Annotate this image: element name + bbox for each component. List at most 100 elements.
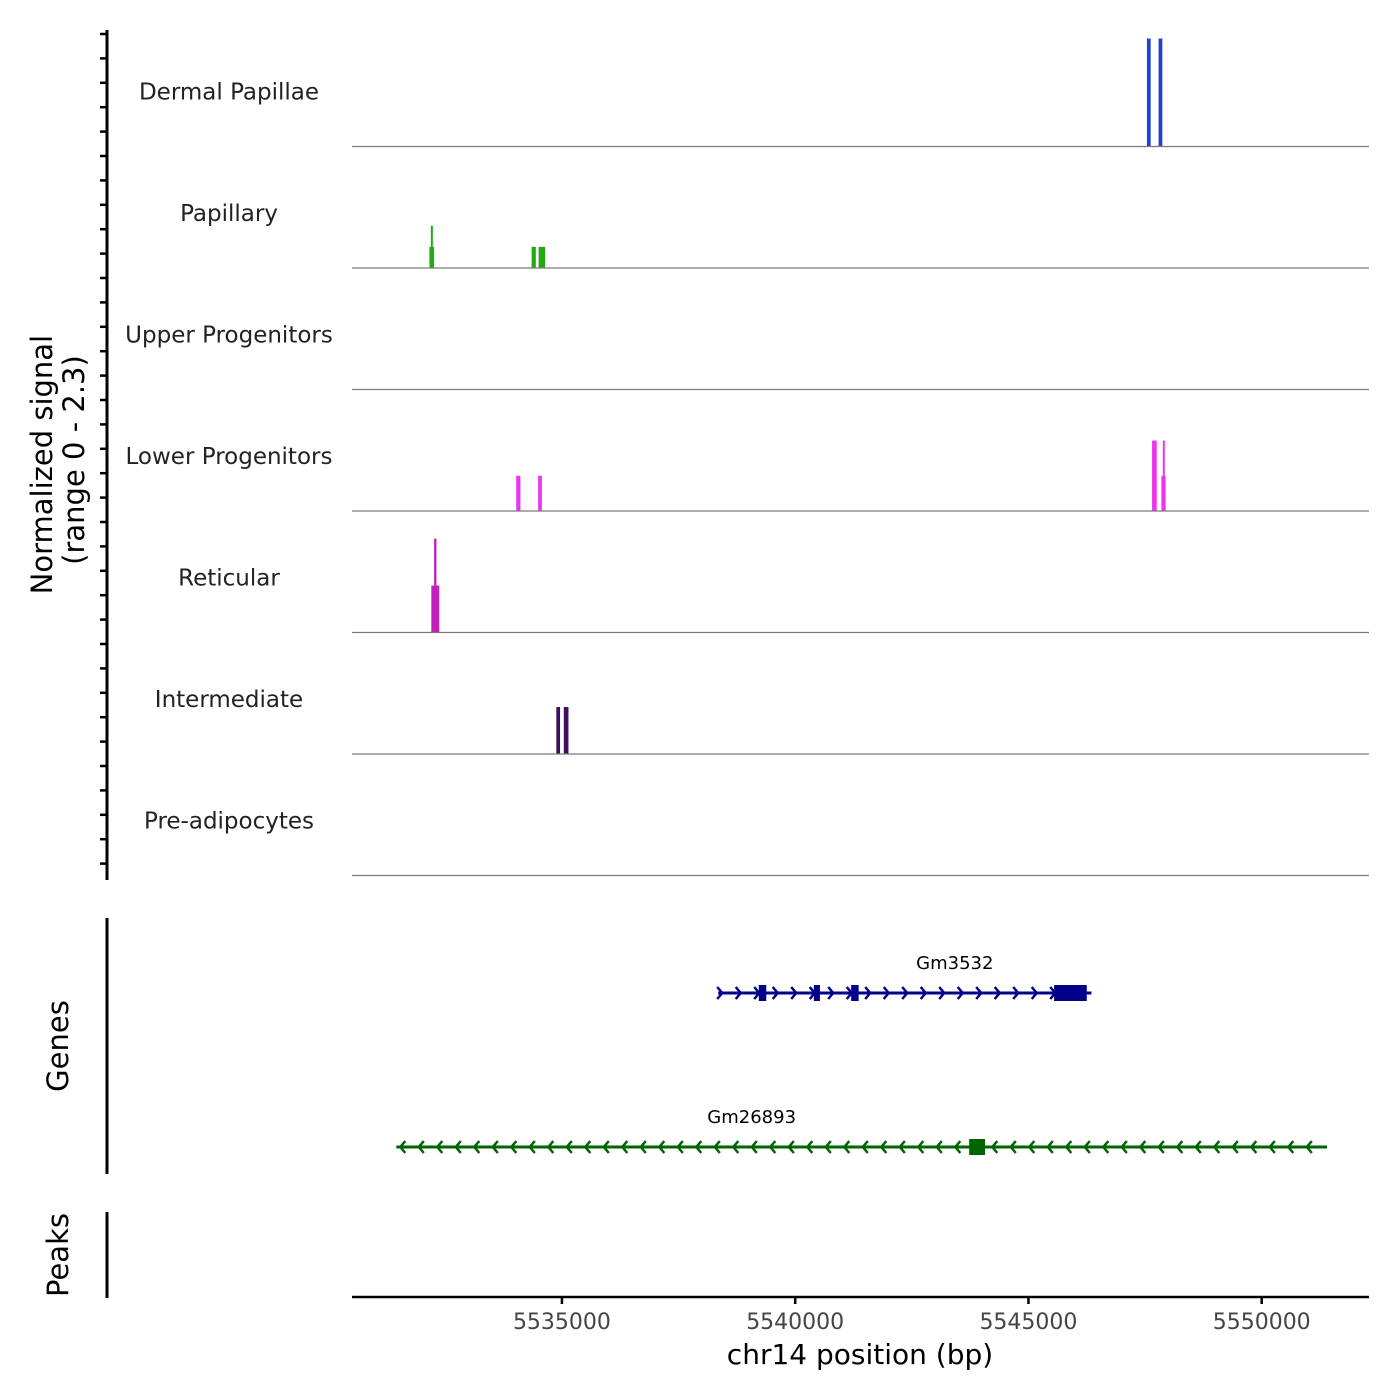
- strand-arrow: [1030, 986, 1039, 1000]
- x-axis-tick-label: 5545000: [979, 1310, 1077, 1335]
- track-label: Pre-adipocytes: [144, 809, 314, 835]
- coverage-peak: [1162, 440, 1165, 511]
- coverage-peak: [434, 538, 437, 633]
- strand-arrow: [676, 1140, 684, 1154]
- coverage-peak: [531, 246, 536, 268]
- x-axis-tick-label: 5540000: [746, 1310, 844, 1335]
- strand-arrow: [750, 1140, 758, 1154]
- strand-arrow: [1009, 1140, 1017, 1154]
- gene-exon: [813, 985, 820, 1001]
- strand-arrow: [1212, 1140, 1221, 1154]
- strand-arrow: [993, 986, 1002, 1000]
- x-axis: 5535000 5540000 5545000 5550000: [352, 1295, 1369, 1335]
- gene-gm3532: Gm3532: [716, 953, 1092, 1001]
- coverage-peak: [538, 246, 546, 268]
- strand-arrow: [1286, 1140, 1295, 1154]
- strand-arrow: [975, 986, 983, 1000]
- signal-axis: [100, 30, 109, 880]
- signal-axis-title-line-1: Normalized signal: [25, 335, 59, 594]
- peaks-axis-title: Peaks: [41, 1213, 75, 1297]
- strand-arrow: [864, 986, 872, 1000]
- strand-arrow: [935, 1140, 943, 1154]
- gene-gm26893: Gm26893: [396, 1107, 1328, 1155]
- track-pre-adipocytes: Pre-adipocytes: [144, 809, 1369, 877]
- gene-exon: [969, 1139, 986, 1155]
- x-axis-tick-label: 5535000: [513, 1310, 611, 1335]
- coverage-peak: [1152, 440, 1157, 511]
- strand-arrow: [716, 986, 724, 1000]
- strand-arrow: [827, 986, 835, 1000]
- strand-arrow: [1138, 1140, 1147, 1154]
- signal-axis-title: Normalized signal (range 0 - 2.3): [25, 326, 91, 595]
- signal-axis-title-line-2: (range 0 - 2.3): [57, 355, 91, 565]
- gene-exon: [758, 985, 767, 1001]
- coverage-peak: [516, 475, 521, 511]
- strand-arrow: [509, 1140, 518, 1154]
- strand-arrow: [861, 1140, 869, 1154]
- strand-arrow: [938, 986, 946, 1000]
- track-label: Papillary: [180, 201, 278, 227]
- strand-arrow: [1101, 1140, 1110, 1154]
- strand-arrow: [565, 1140, 573, 1154]
- strand-arrow: [1027, 1140, 1036, 1154]
- strand-arrow: [1064, 1140, 1073, 1154]
- strand-arrow: [805, 1140, 814, 1154]
- strand-arrow: [879, 1140, 888, 1154]
- track-upper-progenitors: Upper Progenitors: [125, 323, 1369, 391]
- coverage-peak: [556, 707, 561, 754]
- strand-arrow: [417, 1140, 425, 1154]
- strand-arrow: [953, 1140, 962, 1154]
- strand-arrow: [1305, 1140, 1313, 1154]
- strand-arrow: [787, 1140, 795, 1154]
- strand-arrow: [1268, 1140, 1276, 1154]
- strand-arrow: [731, 1140, 740, 1154]
- coverage-peak: [1146, 38, 1151, 147]
- strand-arrow: [583, 1140, 592, 1154]
- strand-arrow: [1120, 1140, 1128, 1154]
- strand-arrow: [898, 1140, 906, 1154]
- coverage-tracks: Dermal Papillae Papillary Upper Progenitor…: [125, 38, 1369, 877]
- strand-arrow: [1249, 1140, 1258, 1154]
- strand-arrow: [790, 986, 798, 1000]
- gene-annotations: Gm3532 Gm26893: [396, 953, 1328, 1155]
- gene-label: Gm3532: [916, 953, 993, 974]
- strand-arrow: [1157, 1140, 1165, 1154]
- strand-arrow: [1046, 1140, 1054, 1154]
- gene-label: Gm26893: [707, 1107, 796, 1128]
- strand-arrow: [528, 1140, 536, 1154]
- strand-arrow: [491, 1140, 499, 1154]
- signal-axis-ticks: [100, 32, 107, 865]
- strand-arrow: [734, 986, 743, 1000]
- x-axis-tick-label: 5550000: [1213, 1310, 1311, 1335]
- genes-axis-title: Genes: [41, 1000, 75, 1092]
- strand-arrow: [454, 1140, 462, 1154]
- coverage-peak: [1158, 38, 1163, 147]
- coverage-peak: [430, 225, 433, 268]
- track-intermediate: Intermediate: [155, 687, 1369, 755]
- coverage-peak: [538, 475, 542, 511]
- strand-arrow: [768, 1140, 777, 1154]
- strand-arrow: [1012, 986, 1020, 1000]
- gene-exon: [851, 985, 859, 1001]
- strand-arrow: [1083, 1140, 1091, 1154]
- strand-arrow: [620, 1140, 629, 1154]
- strand-arrow: [657, 1140, 666, 1154]
- strand-arrow: [882, 986, 891, 1000]
- strand-arrow: [990, 1140, 999, 1154]
- strand-arrow: [1231, 1140, 1239, 1154]
- track-label: Reticular: [178, 566, 280, 592]
- strand-arrow: [472, 1140, 481, 1154]
- strand-arrow: [842, 1140, 851, 1154]
- strand-arrow: [1175, 1140, 1184, 1154]
- track-lower-progenitors: Lower Progenitors: [126, 440, 1369, 512]
- track-label: Lower Progenitors: [126, 444, 333, 470]
- track-label: Intermediate: [155, 687, 303, 713]
- strand-arrow: [771, 986, 780, 1000]
- strand-arrow: [639, 1140, 647, 1154]
- x-axis-title: chr14 position (bp): [727, 1338, 993, 1371]
- strand-arrow: [602, 1140, 610, 1154]
- strand-arrow: [901, 986, 909, 1000]
- track-reticular: Reticular: [178, 538, 1369, 634]
- strand-arrow: [713, 1140, 721, 1154]
